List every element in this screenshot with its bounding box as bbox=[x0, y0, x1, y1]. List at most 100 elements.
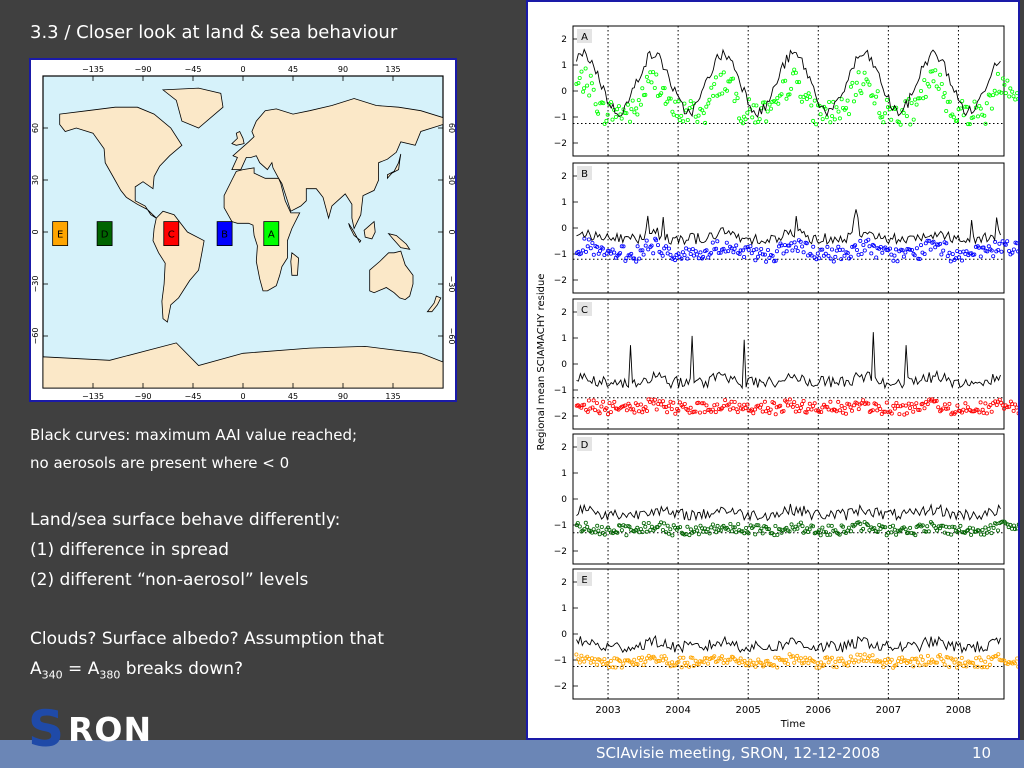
map-lon-label-bottom: 90 bbox=[338, 392, 348, 400]
data-point bbox=[679, 113, 684, 118]
data-point bbox=[712, 526, 717, 531]
data-point bbox=[759, 526, 764, 531]
data-point bbox=[751, 411, 756, 416]
data-point bbox=[1015, 656, 1018, 661]
data-point bbox=[947, 250, 952, 255]
data-point bbox=[629, 107, 634, 112]
data-point bbox=[581, 89, 586, 94]
data-point bbox=[678, 525, 683, 530]
data-point bbox=[753, 664, 758, 669]
data-point bbox=[833, 254, 838, 259]
data-point bbox=[881, 664, 886, 669]
data-point bbox=[736, 522, 741, 527]
data-point bbox=[979, 658, 984, 663]
data-point bbox=[834, 105, 839, 110]
data-point bbox=[985, 665, 990, 670]
data-point bbox=[872, 526, 877, 531]
data-point bbox=[901, 254, 906, 259]
data-point bbox=[578, 251, 583, 256]
data-point bbox=[846, 660, 851, 665]
data-point bbox=[651, 251, 656, 256]
data-point bbox=[880, 250, 885, 255]
data-point bbox=[641, 252, 646, 257]
data-point bbox=[796, 522, 801, 527]
data-point bbox=[895, 404, 900, 409]
data-point bbox=[866, 401, 871, 406]
panel-label-e: E bbox=[581, 575, 587, 586]
data-point bbox=[991, 525, 996, 530]
data-point bbox=[963, 401, 968, 406]
data-point bbox=[878, 406, 883, 411]
data-point bbox=[996, 247, 1001, 252]
data-point bbox=[862, 652, 867, 657]
y-tick-label: 0 bbox=[561, 87, 567, 97]
data-point bbox=[884, 660, 889, 665]
data-point bbox=[644, 529, 649, 534]
data-point bbox=[1011, 408, 1016, 413]
data-point bbox=[944, 406, 949, 411]
data-point bbox=[690, 247, 695, 252]
data-point bbox=[817, 409, 822, 414]
data-point bbox=[812, 98, 817, 103]
data-point bbox=[638, 102, 643, 107]
data-point bbox=[918, 243, 923, 248]
data-point bbox=[898, 122, 903, 127]
data-point bbox=[842, 253, 847, 258]
data-point bbox=[848, 654, 853, 659]
panel-frame bbox=[572, 162, 1005, 294]
data-point bbox=[818, 112, 823, 117]
data-point bbox=[984, 101, 989, 106]
data-point bbox=[605, 661, 610, 666]
region-box-b bbox=[216, 221, 233, 247]
data-point bbox=[892, 253, 897, 258]
data-point bbox=[604, 406, 609, 411]
data-point bbox=[729, 529, 734, 534]
data-point bbox=[759, 661, 764, 666]
data-point bbox=[912, 405, 917, 410]
data-point bbox=[757, 117, 762, 122]
data-point bbox=[687, 533, 692, 538]
region-label-c: C bbox=[168, 230, 175, 241]
data-point bbox=[590, 240, 595, 245]
data-point bbox=[925, 238, 930, 243]
data-point bbox=[604, 118, 609, 123]
data-point bbox=[900, 248, 905, 253]
data-point bbox=[914, 246, 919, 251]
data-point bbox=[964, 408, 969, 413]
data-point bbox=[595, 244, 600, 249]
data-point bbox=[721, 246, 726, 251]
data-point bbox=[865, 79, 870, 84]
y-tick-label: 2 bbox=[561, 308, 567, 318]
data-point bbox=[599, 404, 604, 409]
data-point bbox=[687, 664, 692, 669]
data-point bbox=[942, 91, 947, 96]
data-point bbox=[830, 114, 835, 119]
data-point bbox=[701, 401, 706, 406]
data-point bbox=[591, 87, 596, 92]
data-point bbox=[926, 660, 931, 665]
data-point bbox=[840, 658, 845, 663]
data-point bbox=[953, 657, 958, 662]
data-point bbox=[1005, 405, 1010, 410]
data-point bbox=[997, 397, 1002, 402]
data-point bbox=[799, 99, 804, 104]
data-point bbox=[588, 73, 593, 78]
data-point bbox=[582, 86, 587, 91]
data-point bbox=[848, 84, 853, 89]
data-point bbox=[636, 98, 641, 103]
data-point bbox=[987, 662, 992, 667]
data-point bbox=[877, 111, 882, 116]
data-point bbox=[751, 524, 756, 529]
land-mass bbox=[290, 252, 300, 276]
data-point bbox=[740, 121, 745, 126]
data-point bbox=[607, 665, 612, 670]
data-point bbox=[845, 663, 850, 668]
data-point bbox=[955, 403, 960, 408]
data-point bbox=[624, 533, 629, 538]
region-box-d bbox=[96, 221, 113, 247]
data-point bbox=[659, 402, 664, 407]
data-point bbox=[944, 241, 949, 246]
data-point bbox=[594, 401, 599, 406]
data-point bbox=[644, 238, 649, 243]
world-map: −135 −135 −90 −90 −45 −45 0 0 45 45 90 90 135 135 60 60… bbox=[29, 58, 457, 402]
